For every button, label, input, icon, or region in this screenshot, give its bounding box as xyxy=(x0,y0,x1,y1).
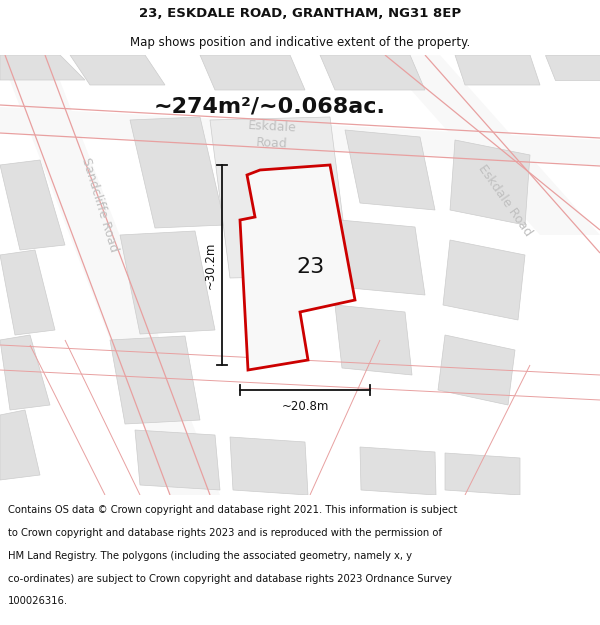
Polygon shape xyxy=(135,430,220,490)
Polygon shape xyxy=(450,140,530,225)
Polygon shape xyxy=(438,335,515,405)
Text: ~30.2m: ~30.2m xyxy=(203,241,217,289)
Text: Eskdale Road: Eskdale Road xyxy=(476,162,535,238)
Text: Eskdale
Road: Eskdale Road xyxy=(247,119,297,151)
Text: Contains OS data © Crown copyright and database right 2021. This information is : Contains OS data © Crown copyright and d… xyxy=(8,506,457,516)
Text: Map shows position and indicative extent of the property.: Map shows position and indicative extent… xyxy=(130,36,470,49)
Polygon shape xyxy=(380,55,600,235)
Polygon shape xyxy=(443,240,525,320)
Polygon shape xyxy=(0,107,600,165)
Text: 23, ESKDALE ROAD, GRANTHAM, NG31 8EP: 23, ESKDALE ROAD, GRANTHAM, NG31 8EP xyxy=(139,8,461,20)
Polygon shape xyxy=(320,55,425,90)
Polygon shape xyxy=(360,447,436,495)
Text: 23: 23 xyxy=(296,257,324,277)
Polygon shape xyxy=(340,220,425,295)
Polygon shape xyxy=(70,55,165,85)
Text: co-ordinates) are subject to Crown copyright and database rights 2023 Ordnance S: co-ordinates) are subject to Crown copyr… xyxy=(8,574,452,584)
Polygon shape xyxy=(335,305,412,375)
Polygon shape xyxy=(210,117,350,278)
Polygon shape xyxy=(110,336,200,424)
Text: 100026316.: 100026316. xyxy=(8,596,68,606)
Polygon shape xyxy=(200,55,305,90)
Text: HM Land Registry. The polygons (including the associated geometry, namely x, y: HM Land Registry. The polygons (includin… xyxy=(8,551,412,561)
Polygon shape xyxy=(0,410,40,480)
Polygon shape xyxy=(455,55,540,85)
Polygon shape xyxy=(120,231,215,334)
Polygon shape xyxy=(240,165,355,370)
Polygon shape xyxy=(0,335,50,410)
Text: ~274m²/~0.068ac.: ~274m²/~0.068ac. xyxy=(154,97,386,117)
Text: to Crown copyright and database rights 2023 and is reproduced with the permissio: to Crown copyright and database rights 2… xyxy=(8,528,442,538)
Polygon shape xyxy=(0,250,55,335)
Polygon shape xyxy=(0,160,65,250)
Polygon shape xyxy=(545,55,600,80)
Polygon shape xyxy=(130,117,225,228)
Polygon shape xyxy=(345,130,435,210)
Polygon shape xyxy=(230,437,308,495)
Polygon shape xyxy=(0,55,85,80)
Text: Sandcliffe Road: Sandcliffe Road xyxy=(79,156,121,254)
Polygon shape xyxy=(0,55,220,495)
Polygon shape xyxy=(445,453,520,495)
Text: ~20.8m: ~20.8m xyxy=(281,399,329,412)
